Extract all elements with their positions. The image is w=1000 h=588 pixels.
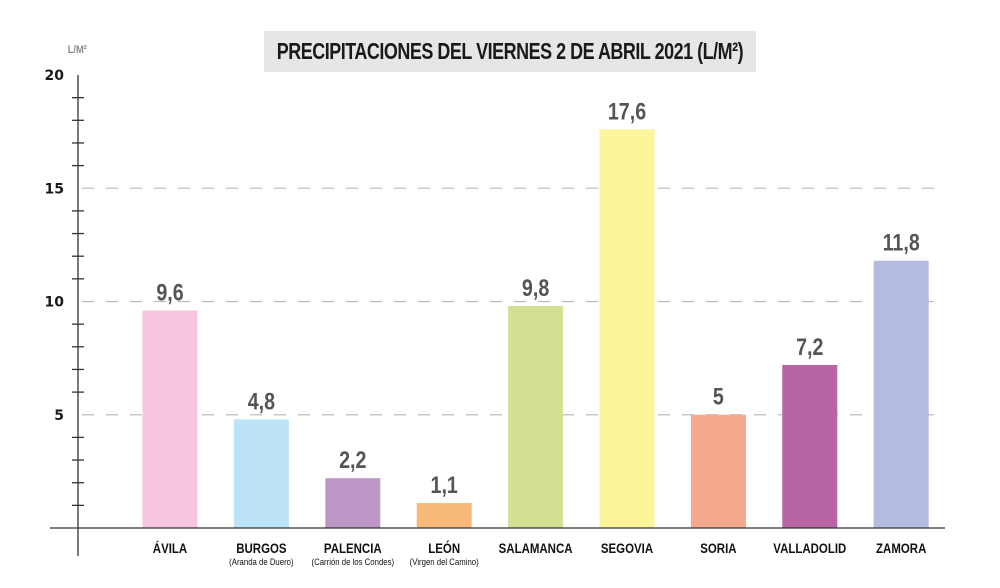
value-label: 2,2 <box>339 446 366 473</box>
bar-palencia <box>325 478 381 528</box>
chart-title: PRECIPITACIONES DEL VIERNES 2 DE ABRIL 2… <box>276 38 744 64</box>
bars-layer <box>142 129 929 529</box>
bar-ávila <box>142 310 198 528</box>
labels-layer: 5 10 15 20 9,6 ÁVILA 4,8 BURGOS(Aranda de Duero… <box>45 68 927 567</box>
category-sublabel: (Carrión de los Condes) <box>312 556 395 567</box>
value-label: 9,6 <box>156 279 183 306</box>
bar-soria <box>690 414 746 528</box>
category-label: LEÓN <box>428 540 460 556</box>
y-tick-label-5: 5 <box>54 408 64 424</box>
value-label: 9,8 <box>522 274 549 301</box>
bar-valladolid <box>782 364 838 528</box>
category-label: SORIA <box>700 541 736 556</box>
value-label: 17,6 <box>608 97 646 124</box>
category-label: BURGOS <box>236 541 286 556</box>
chart-title-box: PRECIPITACIONES DEL VIERNES 2 DE ABRIL 2… <box>264 31 756 72</box>
category-label: SALAMANCA <box>499 541 573 556</box>
y-tick-label-10: 10 <box>45 295 65 311</box>
value-label: 5 <box>713 383 724 410</box>
y-tick-label-15: 15 <box>45 181 64 197</box>
bar-segovia <box>599 129 655 529</box>
category-label: ZAMORA <box>876 541 926 556</box>
category-label: ÁVILA <box>153 540 187 556</box>
category-label: VALLADOLID <box>773 541 846 556</box>
bar-burgos <box>233 419 289 528</box>
bar-zamora <box>873 260 929 528</box>
value-label: 1,1 <box>431 471 458 498</box>
category-label: SEGOVIA <box>601 541 653 556</box>
bar-león <box>416 503 472 528</box>
category-sublabel: (Virgen del Camino) <box>410 556 479 567</box>
bar-salamanca <box>508 306 564 528</box>
category-sublabel: (Aranda de Duero) <box>229 556 294 567</box>
value-label: 7,2 <box>796 333 823 360</box>
y-tick-label-20: 20 <box>45 68 65 84</box>
value-label: 11,8 <box>883 229 920 256</box>
axis-layer <box>50 75 945 556</box>
value-label: 4,8 <box>248 387 275 414</box>
y-axis-unit-label: L/M² <box>67 44 87 56</box>
category-label: PALENCIA <box>324 541 382 556</box>
